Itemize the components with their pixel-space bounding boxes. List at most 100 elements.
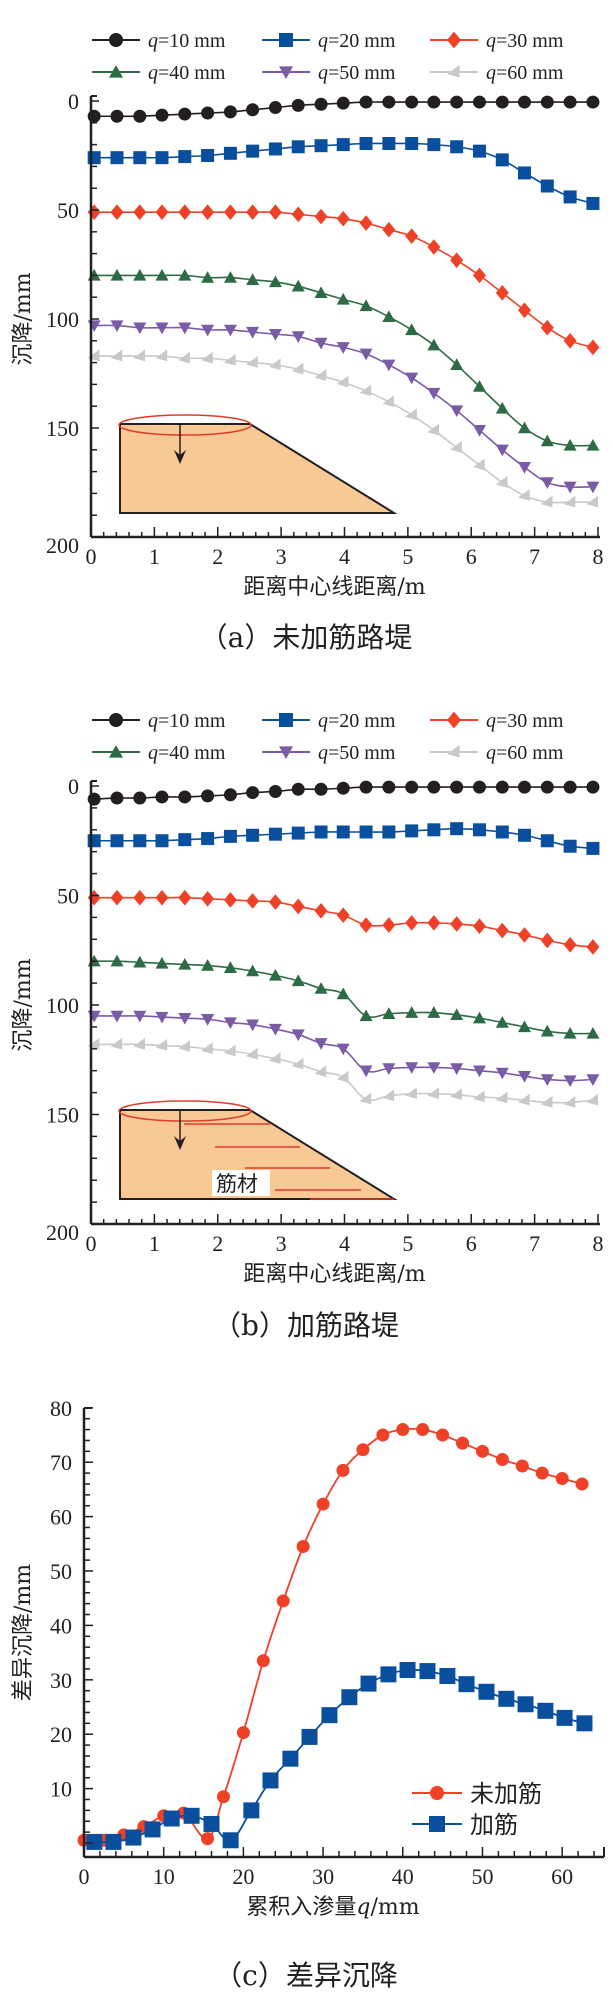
- data-point: [201, 832, 215, 846]
- data-point: [540, 179, 554, 193]
- data-point: [563, 333, 577, 349]
- data-point: [201, 789, 215, 803]
- data-point: [105, 1833, 122, 1850]
- data-point: [563, 780, 577, 794]
- legend-item: q=10 mm: [92, 710, 226, 732]
- x-tick-label: 1: [149, 544, 160, 569]
- data-point: [236, 1726, 250, 1740]
- wetting-zone-ellipse: [118, 1100, 252, 1122]
- data-point: [586, 196, 600, 210]
- data-point: [282, 1750, 299, 1767]
- data-point: [359, 137, 373, 151]
- legend-marker: [279, 746, 293, 759]
- data-point: [301, 1728, 318, 1745]
- data-point: [201, 271, 215, 283]
- data-point: [291, 279, 305, 292]
- data-point: [427, 1006, 441, 1018]
- data-point: [86, 1833, 103, 1850]
- data-point: [155, 322, 169, 335]
- data-point: [382, 1007, 396, 1019]
- data-point: [517, 1696, 534, 1713]
- legend-item: q=20 mm: [262, 710, 396, 732]
- data-point: [472, 780, 486, 794]
- series-1: [87, 95, 600, 123]
- data-point: [586, 95, 600, 109]
- data-point: [495, 1452, 509, 1466]
- x-tick-label: 4: [339, 544, 350, 569]
- data-point: [223, 271, 237, 283]
- data-point: [246, 1019, 260, 1032]
- data-point: [586, 1074, 600, 1086]
- data-point: [495, 1016, 509, 1028]
- data-point: [450, 822, 464, 836]
- data-point: [495, 825, 509, 839]
- data-point: [450, 441, 462, 453]
- data-point: [517, 95, 531, 109]
- data-point: [450, 95, 464, 109]
- data-point: [268, 1052, 281, 1064]
- data-point: [268, 968, 282, 981]
- data-point: [382, 310, 396, 323]
- legend-marker: [447, 745, 460, 758]
- legend-marker: [447, 65, 460, 78]
- data-point: [336, 825, 350, 839]
- data-point: [341, 1689, 358, 1706]
- data-point: [155, 956, 169, 969]
- data-point: [575, 1477, 589, 1491]
- data-point: [586, 481, 600, 494]
- data-point: [87, 889, 101, 906]
- data-point: [540, 1024, 554, 1037]
- data-point: [178, 204, 192, 220]
- data-point: [517, 489, 530, 501]
- x-tick-label: 60: [551, 1864, 573, 1889]
- data-point: [517, 302, 531, 319]
- data-point: [268, 1023, 282, 1036]
- data-point: [472, 424, 486, 437]
- data-point: [87, 151, 101, 165]
- legend-label: 加筋: [470, 1811, 518, 1839]
- legend-label: q=10 mm: [148, 710, 226, 732]
- x-tick-label: 8: [593, 544, 604, 569]
- data-point: [256, 1654, 270, 1668]
- data-point: [382, 917, 396, 933]
- data-point: [586, 495, 599, 508]
- data-point: [110, 1037, 123, 1050]
- data-point: [222, 1832, 239, 1849]
- data-point: [586, 339, 600, 356]
- data-point: [246, 326, 260, 339]
- data-point: [133, 151, 147, 165]
- data-point: [436, 1428, 450, 1442]
- data-point: [359, 1009, 373, 1022]
- data-point: [268, 894, 282, 910]
- data-point: [201, 351, 213, 364]
- y-tick-label: 40: [50, 1613, 72, 1638]
- data-point: [359, 825, 373, 839]
- series-2: [87, 137, 600, 210]
- x-axis-title: 距离中心线距离/m: [243, 575, 425, 600]
- data-point: [382, 1089, 395, 1102]
- data-point: [360, 1675, 377, 1692]
- data-point: [540, 495, 553, 508]
- y-axis-title: 沉降/mm: [11, 958, 36, 1051]
- infiltration-arrow-icon: [174, 450, 186, 464]
- data-point: [458, 1676, 475, 1693]
- data-point: [537, 1702, 554, 1719]
- data-point: [110, 204, 124, 220]
- data-point: [133, 322, 147, 335]
- data-point: [382, 1063, 396, 1076]
- legend-label: q=10 mm: [148, 30, 226, 52]
- data-point: [563, 495, 576, 508]
- series-5: [87, 1010, 600, 1088]
- embankment-inset: [118, 414, 398, 514]
- data-point: [246, 828, 260, 842]
- data-point: [535, 1466, 549, 1480]
- data-point: [427, 95, 441, 109]
- data-point: [223, 829, 237, 843]
- data-point: [472, 1065, 486, 1078]
- data-point: [450, 140, 464, 154]
- data-point: [178, 1040, 190, 1052]
- data-point: [563, 1026, 577, 1039]
- data-point: [223, 204, 237, 220]
- data-point: [495, 780, 509, 794]
- y-tick-label: 20: [50, 1722, 72, 1747]
